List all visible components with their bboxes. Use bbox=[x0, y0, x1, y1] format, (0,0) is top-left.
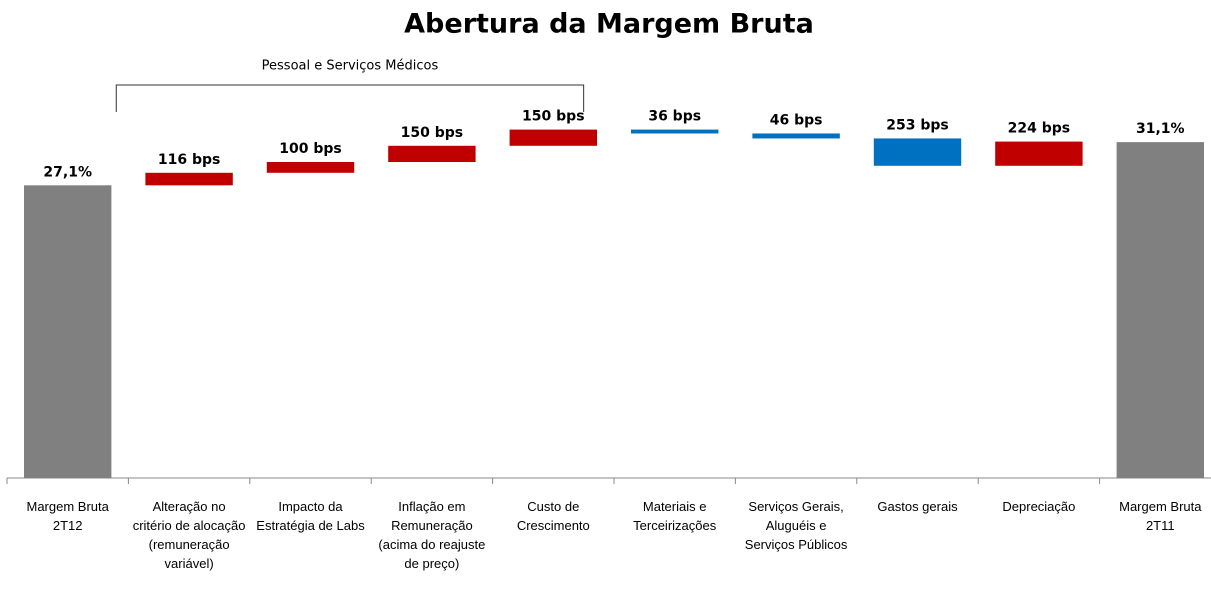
value-label: 253 bps bbox=[886, 117, 948, 133]
bar bbox=[873, 138, 962, 166]
value-label: 27,1% bbox=[43, 164, 92, 180]
value-label: 100 bps bbox=[279, 141, 341, 157]
x-tick-label: Inflação em Remuneração (acima do reajus… bbox=[378, 499, 486, 571]
bracket-label: Pessoal e Serviços Médicos bbox=[262, 59, 439, 74]
x-tick-label: Depreciação bbox=[1002, 499, 1076, 514]
x-tick-label: Impacto da Estratégia de Labs bbox=[256, 499, 365, 533]
bar bbox=[509, 129, 598, 146]
bar bbox=[388, 145, 476, 162]
value-label: 36 bps bbox=[648, 109, 701, 125]
bar bbox=[23, 185, 112, 478]
x-tick-label: Custo de Crescimento bbox=[516, 499, 590, 533]
value-label: 150 bps bbox=[401, 125, 463, 141]
x-tick-label: Margem Bruta 2T12 bbox=[26, 499, 109, 533]
value-label: 150 bps bbox=[522, 109, 584, 125]
bar bbox=[752, 133, 840, 139]
bar bbox=[266, 161, 355, 173]
x-tick-label: Alteração no critério de alocação (remun… bbox=[132, 499, 246, 571]
chart-title: Abertura da Margem Bruta bbox=[404, 9, 814, 40]
bar bbox=[1116, 142, 1205, 478]
bar bbox=[145, 172, 233, 186]
value-label: 31,1% bbox=[1136, 121, 1185, 137]
x-tick-label: Materiais e Terceirizações bbox=[633, 499, 717, 533]
bracket bbox=[115, 84, 585, 112]
x-tick-label: Gastos gerais bbox=[877, 499, 958, 514]
x-tick-label: Margem Bruta 2T11 bbox=[1119, 499, 1202, 533]
value-label: 116 bps bbox=[158, 152, 220, 168]
value-label: 46 bps bbox=[770, 112, 823, 128]
value-label: 224 bps bbox=[1008, 121, 1070, 137]
bar bbox=[995, 141, 1083, 166]
bar bbox=[630, 129, 719, 134]
x-tick-label: Serviços Gerais, Aluguéis e Serviços Púb… bbox=[744, 499, 848, 552]
